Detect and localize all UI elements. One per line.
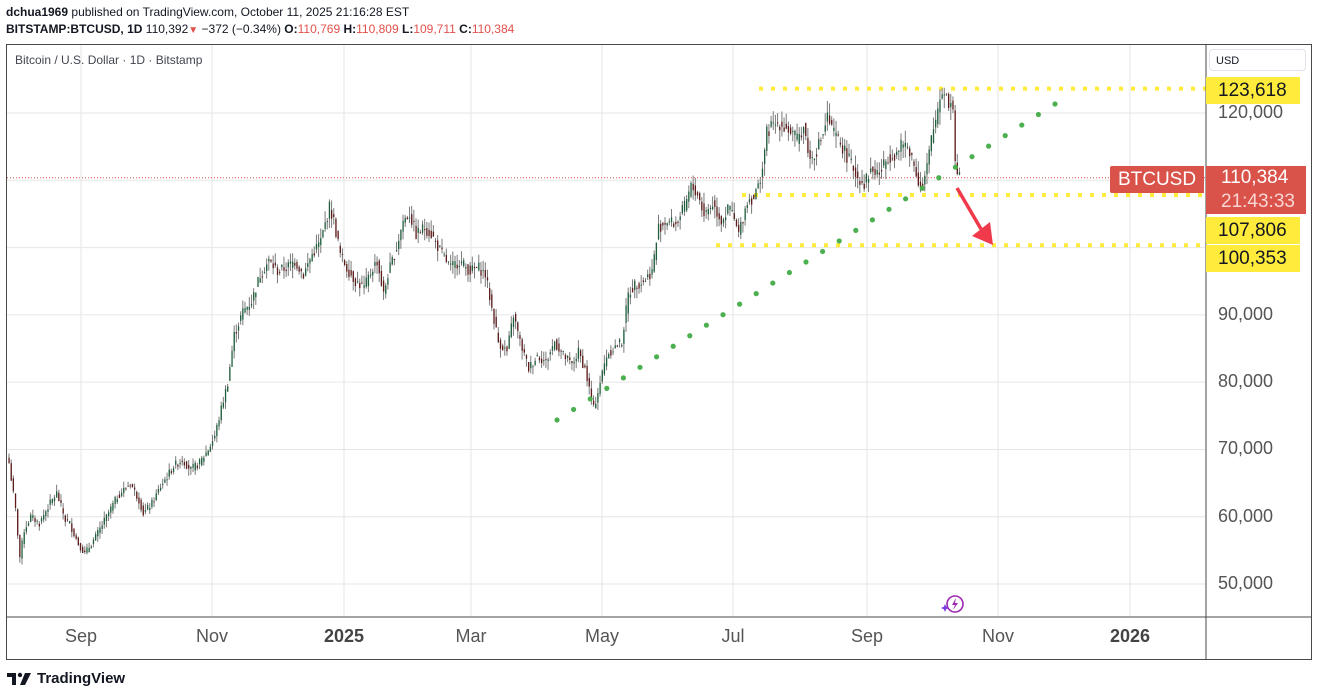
currency-selector[interactable]: USD [1209,49,1306,71]
down-triangle-icon: ▼ [188,25,199,36]
tradingview-brand: TradingView [37,670,126,687]
last-price: 110,392 [145,22,189,36]
high-value: 110,809 [356,22,399,36]
symbol-label: BITSTAMP:BTCUSD, 1D [6,22,143,36]
low-value: 109,711 [413,22,456,36]
current-price-badge: 110,384 21:43:33 [1206,166,1306,214]
close-label: C: [459,22,472,36]
price-tick-label: 50,000 [1218,573,1274,594]
symbol-badge: BTCUSD [1110,166,1204,193]
published-text: published on TradingView.com, October 11… [71,5,410,19]
time-tick-label: Sep [850,626,884,646]
time-tick-label: Mar [455,626,487,646]
time-tick-label: Nov [981,626,1015,646]
price-tick-label: 120,000 [1218,102,1284,122]
publish-info: dchua1969 published on TradingView.com, … [6,5,409,19]
open-value: 110,769 [297,22,341,36]
price-tick-label: 70,000 [1218,438,1274,459]
trendline[interactable] [554,101,1058,423]
time-tick-label: 2026 [1109,626,1151,646]
grid-lines [7,45,1206,617]
price-tick-label: 90,000 [1218,303,1274,324]
level-price-badge: 100,353 [1206,245,1300,272]
horizontal-levels[interactable] [716,86,1206,248]
time-tick-label: 2025 [323,626,365,646]
chart-frame [6,44,1312,660]
level-price-badge: 123,618 [1206,77,1300,104]
current-price: 110,384 [1221,167,1289,188]
close-value: 110,384 [471,22,515,36]
price-tick-label: 60,000 [1218,505,1274,526]
down-arrow-annotation[interactable] [955,187,993,245]
level-price-badge: 107,806 [1206,217,1300,244]
price-change: −372 (−0.34%) [201,22,281,36]
open-label: O: [284,22,298,36]
high-label: H: [343,22,357,36]
time-tick-label: Sep [64,626,98,646]
low-label: L: [401,22,414,36]
price-tick-label: 80,000 [1218,371,1274,392]
ohlc-header: BITSTAMP:BTCUSD, 1D 110,392▼ −372 (−0.34… [6,22,514,36]
author-name[interactable]: dchua1969 [6,5,69,19]
time-tick-label: Jul [721,626,745,646]
bar-countdown: 21:43:33 [1221,191,1295,212]
tradingview-logo-icon [7,672,31,685]
time-tick-label: May [584,626,620,646]
time-tick-label: Nov [195,626,229,646]
tradingview-logo[interactable]: TradingView [7,670,125,687]
lightning-icon[interactable] [940,594,966,614]
chart-legend[interactable]: Bitcoin / U.S. Dollar · 1D · Bitstamp [15,53,203,67]
candlestick-series [8,87,961,565]
